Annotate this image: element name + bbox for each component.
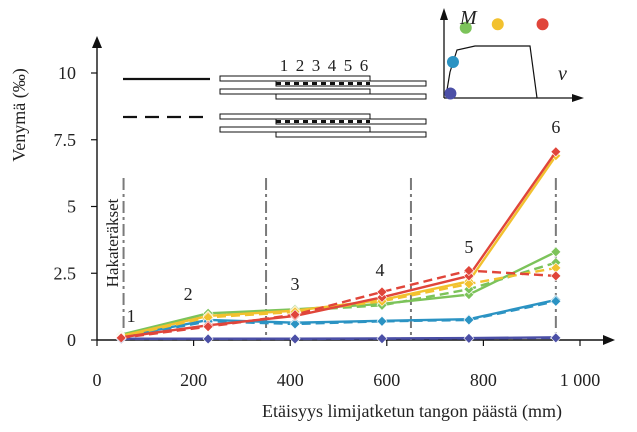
axes: 0 200 400 600 800 1 000 0 2.5 5 7.5 10: [54, 36, 615, 390]
x-tick-label: 0: [93, 370, 102, 390]
point-label: 1: [127, 306, 136, 326]
bar-outline: [219, 126, 371, 133]
inset-point: [491, 18, 504, 31]
data-marker: [550, 146, 562, 158]
series-line-dashed: [121, 336, 556, 341]
data-marker: [463, 314, 475, 326]
y-tick-label: 7.5: [54, 130, 77, 150]
data-marker: [115, 332, 127, 344]
data-marker: [202, 333, 214, 345]
point-label: 6: [551, 117, 560, 137]
data-series: [115, 146, 562, 345]
y-tick-label: 5: [67, 197, 76, 217]
inset-curve: [446, 45, 538, 99]
inset-points: [444, 18, 549, 100]
data-marker: [463, 265, 475, 277]
inset-point: [459, 21, 472, 34]
y-axis-label: Venymä (‰): [9, 68, 30, 161]
data-marker: [550, 270, 562, 282]
data-marker: [202, 321, 214, 333]
data-marker: [463, 278, 475, 290]
series-line-dashed: [120, 266, 557, 338]
stirrup-label: Hakateräkset: [103, 198, 122, 287]
x-axis-arrow: [603, 335, 615, 345]
x-tick-label: 400: [277, 370, 304, 390]
data-marker: [289, 333, 301, 345]
bar-label: 2: [296, 56, 305, 75]
point-label: 4: [375, 260, 384, 280]
bar-group-bottom: [219, 113, 427, 138]
bar-outline: [275, 93, 427, 100]
data-marker: [463, 332, 475, 344]
inset-moment-displacement: M v: [440, 7, 584, 102]
x-axis-label: Etäisyys limijatketun tangon päästä (mm): [262, 401, 562, 422]
y-tick-label: 10: [58, 63, 76, 83]
inset-xlabel: v: [558, 63, 567, 85]
series-line-dashed: [120, 269, 556, 340]
x-tick-label: 200: [180, 370, 207, 390]
inset-ylabel: M: [459, 7, 478, 29]
series-line-solid: [120, 155, 557, 338]
bar-outline: [219, 75, 371, 82]
x-tick-label: 800: [470, 370, 497, 390]
bar-outline: [219, 113, 371, 120]
inset-point: [444, 87, 457, 100]
y-tick-label: 2.5: [54, 263, 77, 283]
data-marker: [289, 318, 301, 330]
bar-outline: [219, 88, 371, 95]
point-label: 2: [184, 284, 193, 304]
data-marker: [289, 309, 301, 321]
bar-label: 3: [312, 56, 321, 75]
inset-point: [446, 56, 459, 68]
data-marker: [376, 286, 388, 298]
data-marker: [550, 295, 562, 307]
data-marker: [376, 333, 388, 345]
y-tick-label: 0: [67, 330, 76, 350]
data-marker: [550, 332, 562, 344]
inset-x-arrow: [572, 94, 584, 102]
bar-group-top: [219, 75, 427, 100]
bar-label: 6: [360, 56, 369, 75]
bar-label: 1: [280, 56, 289, 75]
x-tick-label: 600: [373, 370, 400, 390]
point-label: 5: [464, 237, 473, 257]
inset-y-arrow: [440, 8, 448, 20]
bar-outline: [275, 131, 427, 138]
data-marker: [550, 246, 562, 258]
y-axis-arrow: [92, 36, 102, 48]
inset-point: [536, 18, 549, 31]
measurement-point-labels: 1 2 3 4 5 6: [127, 117, 561, 326]
series-line-dashed: [120, 300, 557, 339]
series-line-solid: [120, 151, 557, 339]
data-marker: [376, 315, 388, 327]
point-label: 3: [291, 274, 300, 294]
bar-label: 4: [328, 56, 337, 75]
bar-label: 5: [344, 56, 353, 75]
x-tick-label: 1 000: [560, 370, 601, 390]
